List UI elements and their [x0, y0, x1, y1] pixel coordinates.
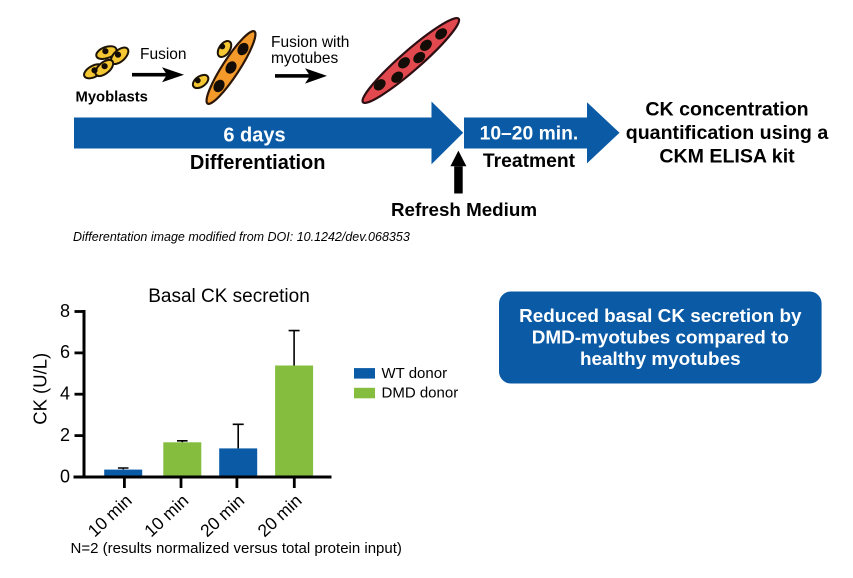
svg-text:N=2 (results normalized versus: N=2 (results normalized versus total pro… — [71, 540, 402, 557]
svg-text:Basal CK secretion: Basal CK secretion — [148, 286, 310, 307]
svg-text:DMD-myotubes compared to: DMD-myotubes compared to — [532, 328, 789, 349]
svg-text:Fusion with: Fusion with — [271, 34, 349, 51]
svg-text:Reduced basal CK secretion by: Reduced basal CK secretion by — [519, 306, 802, 327]
svg-text:2: 2 — [60, 425, 70, 445]
svg-text:CK concentration: CK concentration — [645, 99, 808, 121]
svg-text:8: 8 — [60, 301, 70, 321]
svg-text:Differentiation: Differentiation — [190, 152, 326, 174]
svg-text:Differentation image modified: Differentation image modified from DOI: … — [73, 230, 410, 244]
svg-text:CK (U/L): CK (U/L) — [30, 353, 51, 425]
svg-text:CKM ELISA kit: CKM ELISA kit — [659, 146, 795, 168]
svg-text:Treatment: Treatment — [483, 151, 576, 172]
svg-text:Myoblasts: Myoblasts — [76, 90, 148, 106]
svg-text:0: 0 — [60, 466, 70, 486]
svg-text:healthy myotubes: healthy myotubes — [580, 349, 741, 370]
svg-text:quantification using a: quantification using a — [626, 122, 830, 144]
svg-text:WT donor: WT donor — [382, 365, 448, 382]
svg-text:10–20 min.: 10–20 min. — [480, 124, 579, 145]
svg-text:6 days: 6 days — [223, 124, 285, 146]
svg-text:Refresh Medium: Refresh Medium — [391, 199, 537, 220]
svg-text:DMD donor: DMD donor — [382, 385, 459, 402]
svg-text:myotubes: myotubes — [271, 50, 338, 67]
svg-text:4: 4 — [60, 384, 70, 404]
svg-text:Fusion: Fusion — [140, 46, 187, 63]
svg-text:6: 6 — [60, 342, 70, 362]
